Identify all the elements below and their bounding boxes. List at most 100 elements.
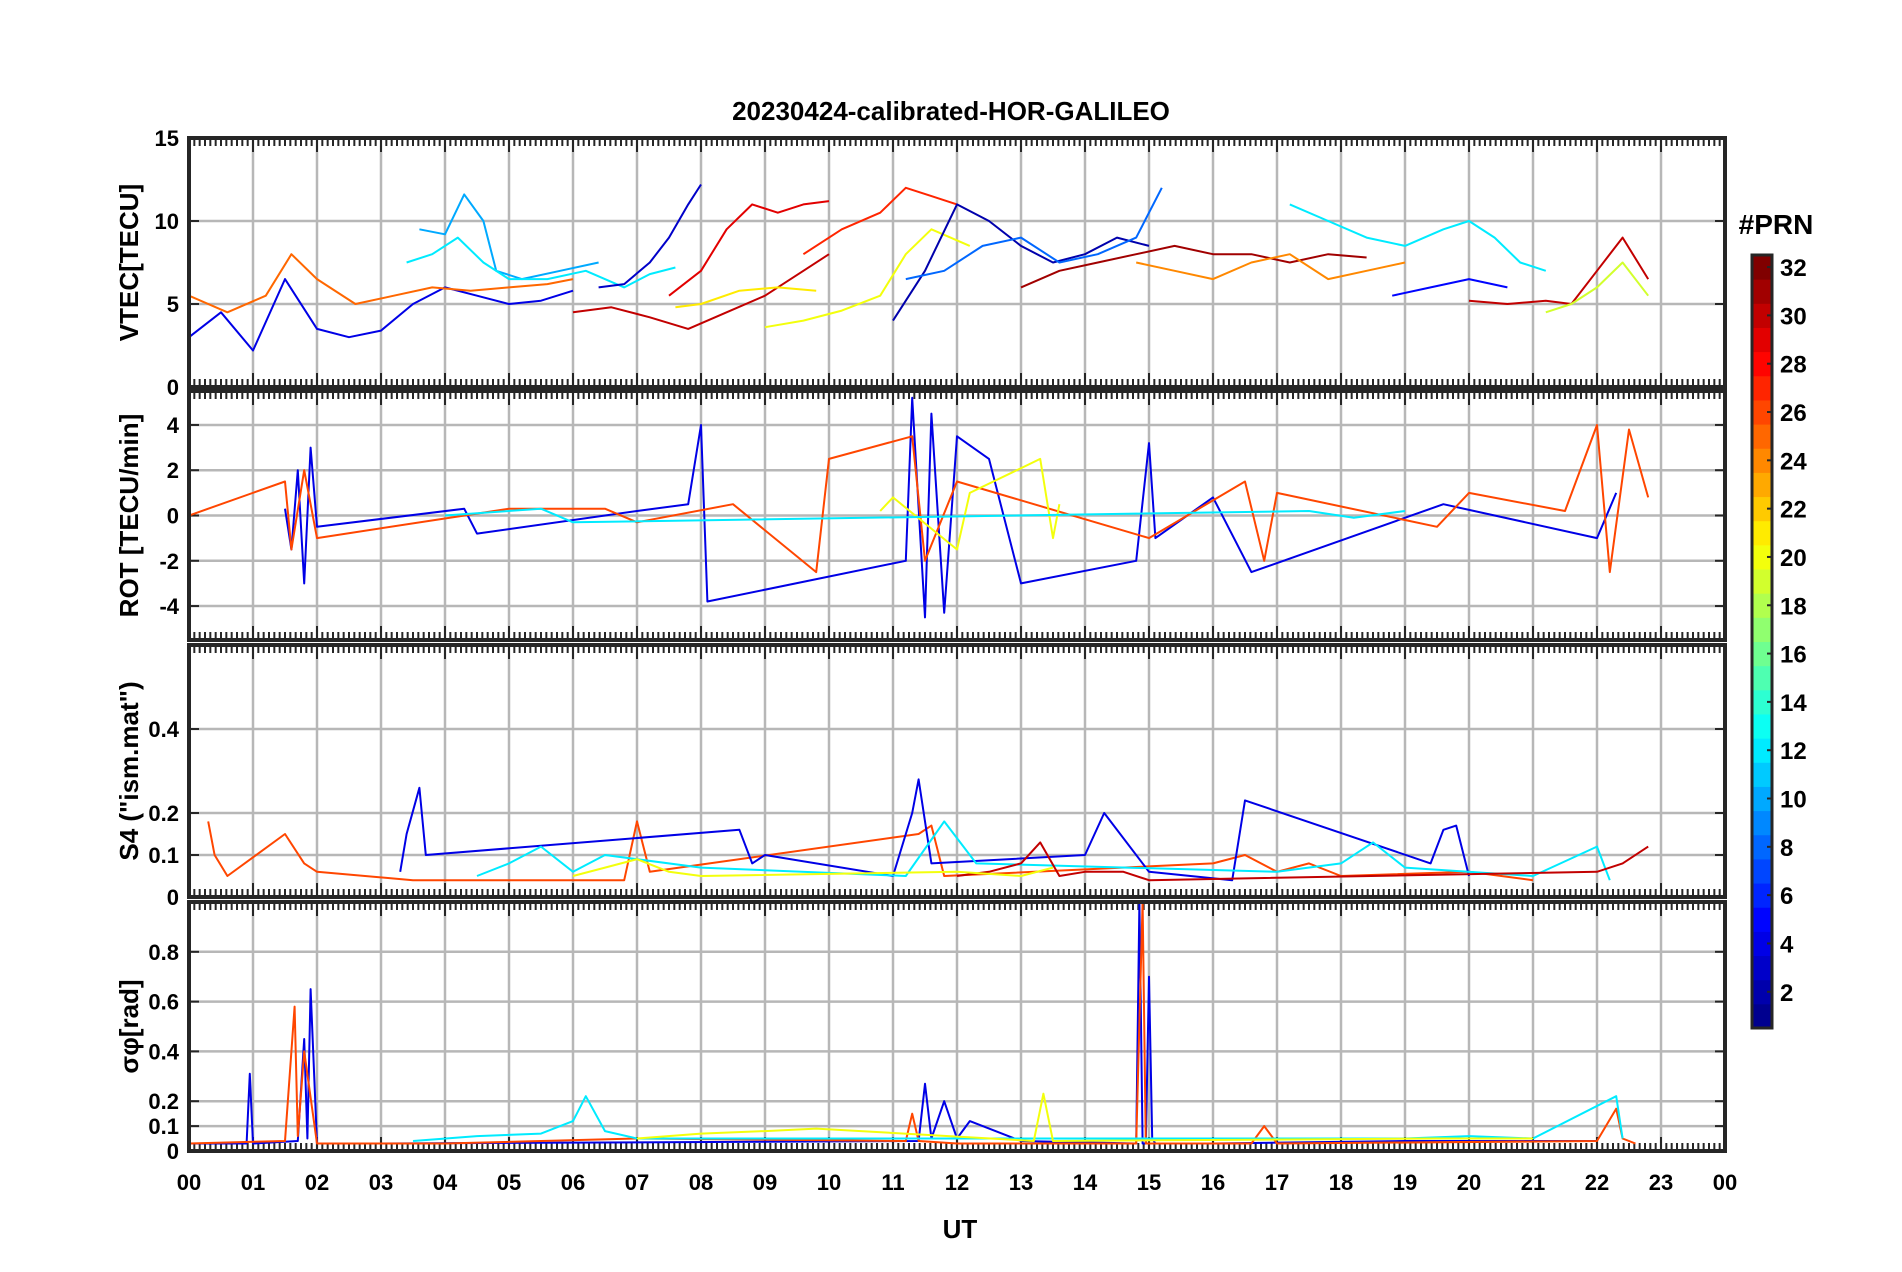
- colorbar-segment: [1752, 738, 1772, 763]
- series-line-prn-20: [572, 858, 1054, 877]
- y-tick-label: 0: [167, 885, 179, 910]
- series-line-prn-20: [879, 457, 1061, 551]
- y-tick-label: 0.1: [148, 1114, 179, 1139]
- x-tick-label: 06: [561, 1170, 585, 1195]
- colorbar-segment: [1752, 641, 1772, 667]
- colorbar-segment: [1752, 569, 1772, 594]
- series-line-prn-19: [1545, 261, 1649, 314]
- series-line-prn-26: [189, 424, 1650, 574]
- colorbar-segment: [1752, 520, 1772, 546]
- colorbar-tick-label: 22: [1780, 497, 1807, 524]
- x-tick-label: 00: [177, 1170, 201, 1195]
- series-line-prn-26: [189, 902, 1636, 1145]
- x-tick-label: 19: [1393, 1170, 1417, 1195]
- x-tick-label: 12: [945, 1170, 969, 1195]
- x-tick-label: 09: [753, 1170, 777, 1195]
- series-line-prn-12: [1289, 203, 1547, 272]
- series-line-prn-8: [905, 187, 1163, 281]
- series-line-prn-30: [1468, 236, 1650, 305]
- colorbar-segment: [1752, 617, 1772, 642]
- y-axis-label: S4 ("ism.mat"): [114, 681, 144, 860]
- x-tick-label: 11: [881, 1170, 904, 1195]
- panel-frame: [187, 643, 1727, 899]
- colorbar-frame: [1750, 253, 1774, 1030]
- y-axis-label: VTEC[TECU]: [114, 184, 144, 341]
- colorbar-tick-label: 6: [1780, 883, 1793, 910]
- series-group: [189, 396, 1650, 619]
- y-tick-label: 4: [167, 413, 180, 438]
- y-tick-label: -4: [159, 594, 179, 619]
- colorbar-segment: [1752, 327, 1772, 353]
- x-tick-label: 18: [1329, 1170, 1353, 1195]
- panel-vtec: 0 5 10 15 VTEC[TECU]: [114, 126, 1727, 400]
- panel-frame: [187, 389, 1727, 642]
- colorbar-tick-label: 10: [1780, 787, 1807, 814]
- series-line-prn-21: [675, 286, 817, 309]
- series-line-prn-4: [399, 778, 1470, 882]
- x-axis-label: UT: [943, 1214, 978, 1244]
- colorbar-segment: [1752, 786, 1772, 812]
- colorbar-tick-label: 16: [1780, 642, 1807, 669]
- y-tick-label: 0: [167, 1139, 179, 1164]
- colorbar-segment: [1752, 448, 1772, 473]
- y-axis-label: ROT [TECU/min]: [114, 414, 144, 618]
- colorbar-segment: [1752, 375, 1772, 401]
- series-line-prn-27: [802, 186, 958, 256]
- x-tick-label: 20: [1457, 1170, 1481, 1195]
- colorbar-tick-label: 28: [1780, 352, 1807, 379]
- x-tick-label: 21: [1521, 1170, 1545, 1195]
- y-tick-label: 0.8: [148, 940, 179, 965]
- series-group: [207, 778, 1649, 882]
- colorbar-tick-label: 4: [1780, 931, 1794, 958]
- colorbar-segment: [1752, 399, 1772, 425]
- x-tick-label: 15: [1137, 1170, 1161, 1195]
- series-line-prn-24: [1135, 253, 1406, 281]
- panel-frame: [187, 136, 1727, 389]
- colorbar-segment: [1752, 496, 1772, 522]
- series-line-prn-10: [419, 193, 599, 281]
- colorbar-tick-label: 26: [1780, 400, 1807, 427]
- colorbar-tick-label: 30: [1780, 303, 1807, 330]
- series-line-prn-31: [1020, 244, 1367, 289]
- colorbar-segment: [1752, 931, 1772, 957]
- colorbar-tick-label: 32: [1780, 255, 1807, 282]
- y-tick-label: 0.4: [148, 1039, 179, 1064]
- series-line-prn-2: [892, 203, 1150, 322]
- colorbar-label: #PRN: [1739, 209, 1814, 240]
- colorbar-segment: [1752, 762, 1772, 787]
- colorbar-segment: [1752, 955, 1772, 981]
- panel-frame: [187, 900, 1727, 1153]
- series-line-prn-30: [572, 253, 830, 330]
- y-tick-label: -2: [159, 549, 179, 574]
- x-tick-label: 23: [1649, 1170, 1673, 1195]
- series-group: [189, 902, 1636, 1145]
- series-line-prn-4: [284, 396, 1618, 619]
- chart-title: 20230424-calibrated-HOR-GALILEO: [732, 96, 1170, 126]
- x-tick-label: 00: [1713, 1170, 1737, 1195]
- panel-rot: -4 -2 0 2 4 ROT [TECU/min]: [114, 389, 1727, 642]
- y-tick-label: 10: [155, 209, 179, 234]
- colorbar-segment: [1752, 689, 1772, 715]
- x-tick-label: 22: [1585, 1170, 1609, 1195]
- colorbar-tick-label: 8: [1780, 835, 1793, 862]
- colorbar-tick-label: 14: [1780, 690, 1807, 717]
- x-tick-label: 08: [689, 1170, 713, 1195]
- colorbar-segment: [1752, 303, 1772, 328]
- series-line-prn-4: [189, 278, 574, 352]
- colorbar-segment: [1752, 713, 1772, 739]
- colorbar-tick-label: 18: [1780, 593, 1807, 620]
- series-line-prn-20: [764, 228, 971, 329]
- colorbar-segment: [1752, 858, 1772, 884]
- colorbar-tick-label: 20: [1780, 545, 1807, 572]
- x-tick-label: 13: [1009, 1170, 1033, 1195]
- colorbar-segment: [1752, 834, 1772, 860]
- series-line-prn-29: [668, 200, 830, 297]
- panel-s4: 0 0.1 0.2 0.4S4 ("ism.mat"): [114, 643, 1727, 910]
- colorbar-segment: [1752, 979, 1772, 1005]
- y-tick-label: 0.1: [148, 843, 179, 868]
- series-line-prn-30: [956, 841, 1649, 882]
- colorbar-segment: [1752, 907, 1772, 932]
- series-line-prn-26: [207, 820, 1534, 882]
